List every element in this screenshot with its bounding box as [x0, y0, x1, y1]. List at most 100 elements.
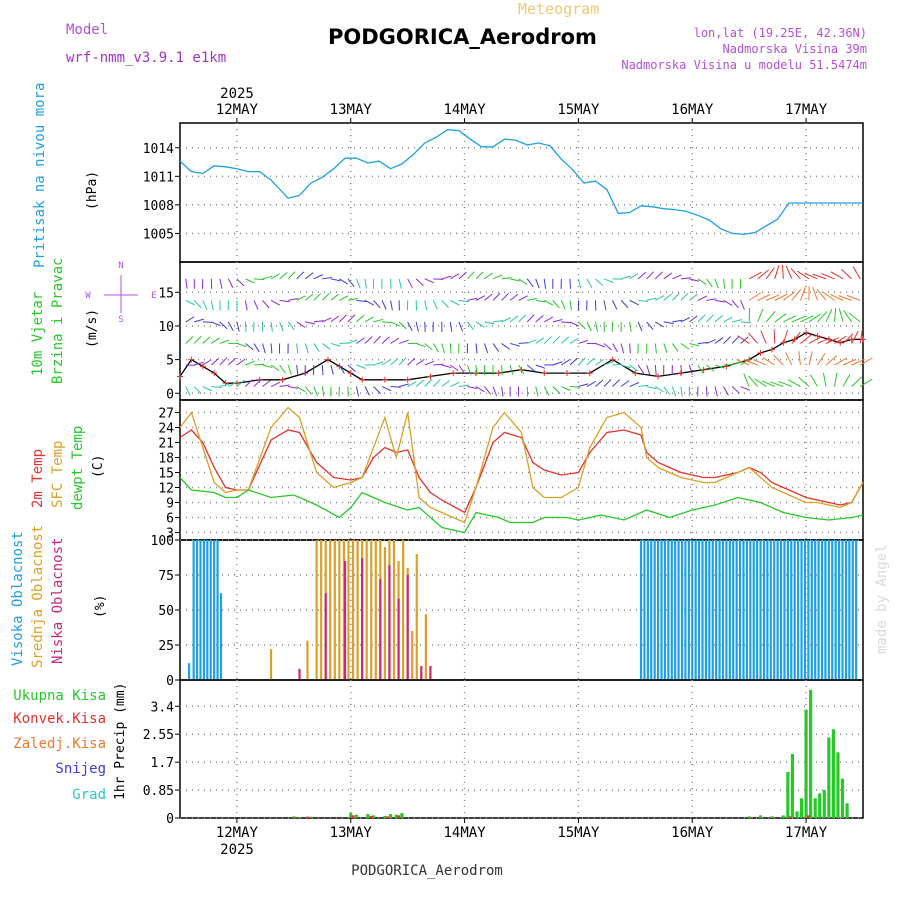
- wind-arrow: [458, 321, 463, 332]
- wind-arrow: [373, 318, 384, 323]
- bar: [718, 540, 721, 680]
- bar: [392, 540, 396, 680]
- model-elevation-text: Nadmorska Visina u modelu 51.5474m: [621, 58, 867, 72]
- wind-arrow: [800, 315, 814, 323]
- wind-arrow: [603, 278, 614, 284]
- wind-arrow: [578, 321, 586, 330]
- wind-arrow: [262, 275, 273, 280]
- wind-arrow: [202, 386, 212, 392]
- wind-arrow: [339, 342, 350, 344]
- wind-arrow: [288, 386, 299, 389]
- bar: [831, 540, 834, 680]
- wind-point: [256, 376, 263, 383]
- wind-arrow: [364, 316, 374, 323]
- bar: [320, 540, 323, 680]
- wind-arrow: [296, 321, 306, 328]
- bar: [379, 579, 382, 680]
- wind-point: [211, 370, 218, 377]
- wind-arrow: [603, 343, 612, 351]
- wind-arrow: [646, 271, 655, 280]
- bar: [388, 565, 391, 680]
- wind-arrow: [852, 266, 861, 280]
- wind-arrow: [851, 358, 865, 366]
- bar: [195, 540, 199, 680]
- wind-arrow: [313, 274, 324, 280]
- wind-arrow: [586, 278, 593, 288]
- wind-arrow: [620, 364, 631, 369]
- wind-arrow: [330, 315, 340, 323]
- bar: [338, 540, 341, 680]
- pressure-unit: (hPa): [85, 171, 100, 210]
- series-wind-speed: [177, 329, 866, 387]
- series-line: [179, 477, 864, 534]
- wind-arrow: [638, 384, 649, 388]
- wind-arrow: [774, 265, 780, 279]
- wind-arrow: [569, 357, 578, 366]
- wind-arrow: [270, 343, 273, 354]
- wind-arrow: [245, 278, 255, 284]
- wind-arrow: [569, 278, 571, 289]
- bar: [374, 540, 377, 680]
- wind-arrow: [518, 295, 528, 301]
- ytick-label: 0: [166, 387, 174, 402]
- ytick-label: 21: [158, 437, 174, 452]
- wind-arrow: [663, 343, 668, 354]
- wind-arrow: [398, 321, 407, 330]
- bar: [783, 540, 786, 680]
- wind-arrow: [809, 374, 818, 387]
- wind-arrow: [817, 337, 831, 344]
- wind-arrow: [381, 386, 392, 392]
- wind-arrow: [603, 300, 607, 311]
- wind-arrow: [778, 380, 793, 388]
- bar: [643, 540, 646, 680]
- bar: [758, 815, 763, 818]
- wind-arrow: [441, 343, 445, 354]
- station-title: PODGORICA_Aerodrom: [328, 25, 597, 49]
- panel-3: 100 75 50 25 0: [151, 534, 864, 689]
- ytick-label: 3: [166, 527, 174, 542]
- bar: [396, 815, 401, 818]
- wind-arrow: [680, 277, 691, 280]
- wind-arrow: [373, 335, 381, 344]
- bar: [354, 814, 359, 818]
- wind-arrow: [433, 278, 444, 280]
- wind-arrow: [270, 299, 281, 306]
- wind-point: [199, 363, 206, 370]
- bar: [670, 540, 673, 680]
- ytick-label: 50: [158, 604, 174, 619]
- wind-arrow: [842, 358, 857, 366]
- bar: [305, 816, 310, 818]
- wind-arrow: [501, 292, 510, 301]
- bar: [663, 540, 667, 680]
- bottom-date-14MAY: 14MAY: [444, 825, 487, 841]
- wind-arrow: [569, 337, 579, 344]
- wind-arrow: [270, 364, 280, 372]
- wind-point: [472, 370, 479, 377]
- wind-arrow: [296, 386, 306, 393]
- wind-arrow: [407, 278, 413, 288]
- wind-arrow: [518, 314, 527, 323]
- wind-arrow: [654, 271, 663, 280]
- wind-arrow: [253, 278, 265, 281]
- wind-arrow: [706, 314, 714, 323]
- panels: 1014101110081005151050272421181512963100…: [143, 122, 873, 827]
- wind-arrow: [381, 359, 391, 366]
- bar: [677, 540, 680, 680]
- wind-arrow: [193, 335, 202, 344]
- wind-arrow: [736, 359, 750, 366]
- series-line: [179, 331, 863, 384]
- bar: [309, 816, 313, 818]
- wind-arrow: [620, 275, 631, 280]
- wind-arrow: [492, 319, 504, 323]
- wind-arrow: [846, 294, 861, 301]
- bar: [793, 540, 796, 680]
- wind-arrow: [296, 295, 306, 301]
- bar: [769, 540, 772, 680]
- wind-arrow: [390, 357, 399, 366]
- ytick-label: 0: [166, 812, 174, 827]
- wind-arrow: [304, 343, 309, 354]
- wind-arrow: [671, 386, 677, 397]
- wind-arrow: [535, 386, 539, 397]
- wind-arrow: [518, 364, 525, 374]
- bar: [306, 640, 309, 680]
